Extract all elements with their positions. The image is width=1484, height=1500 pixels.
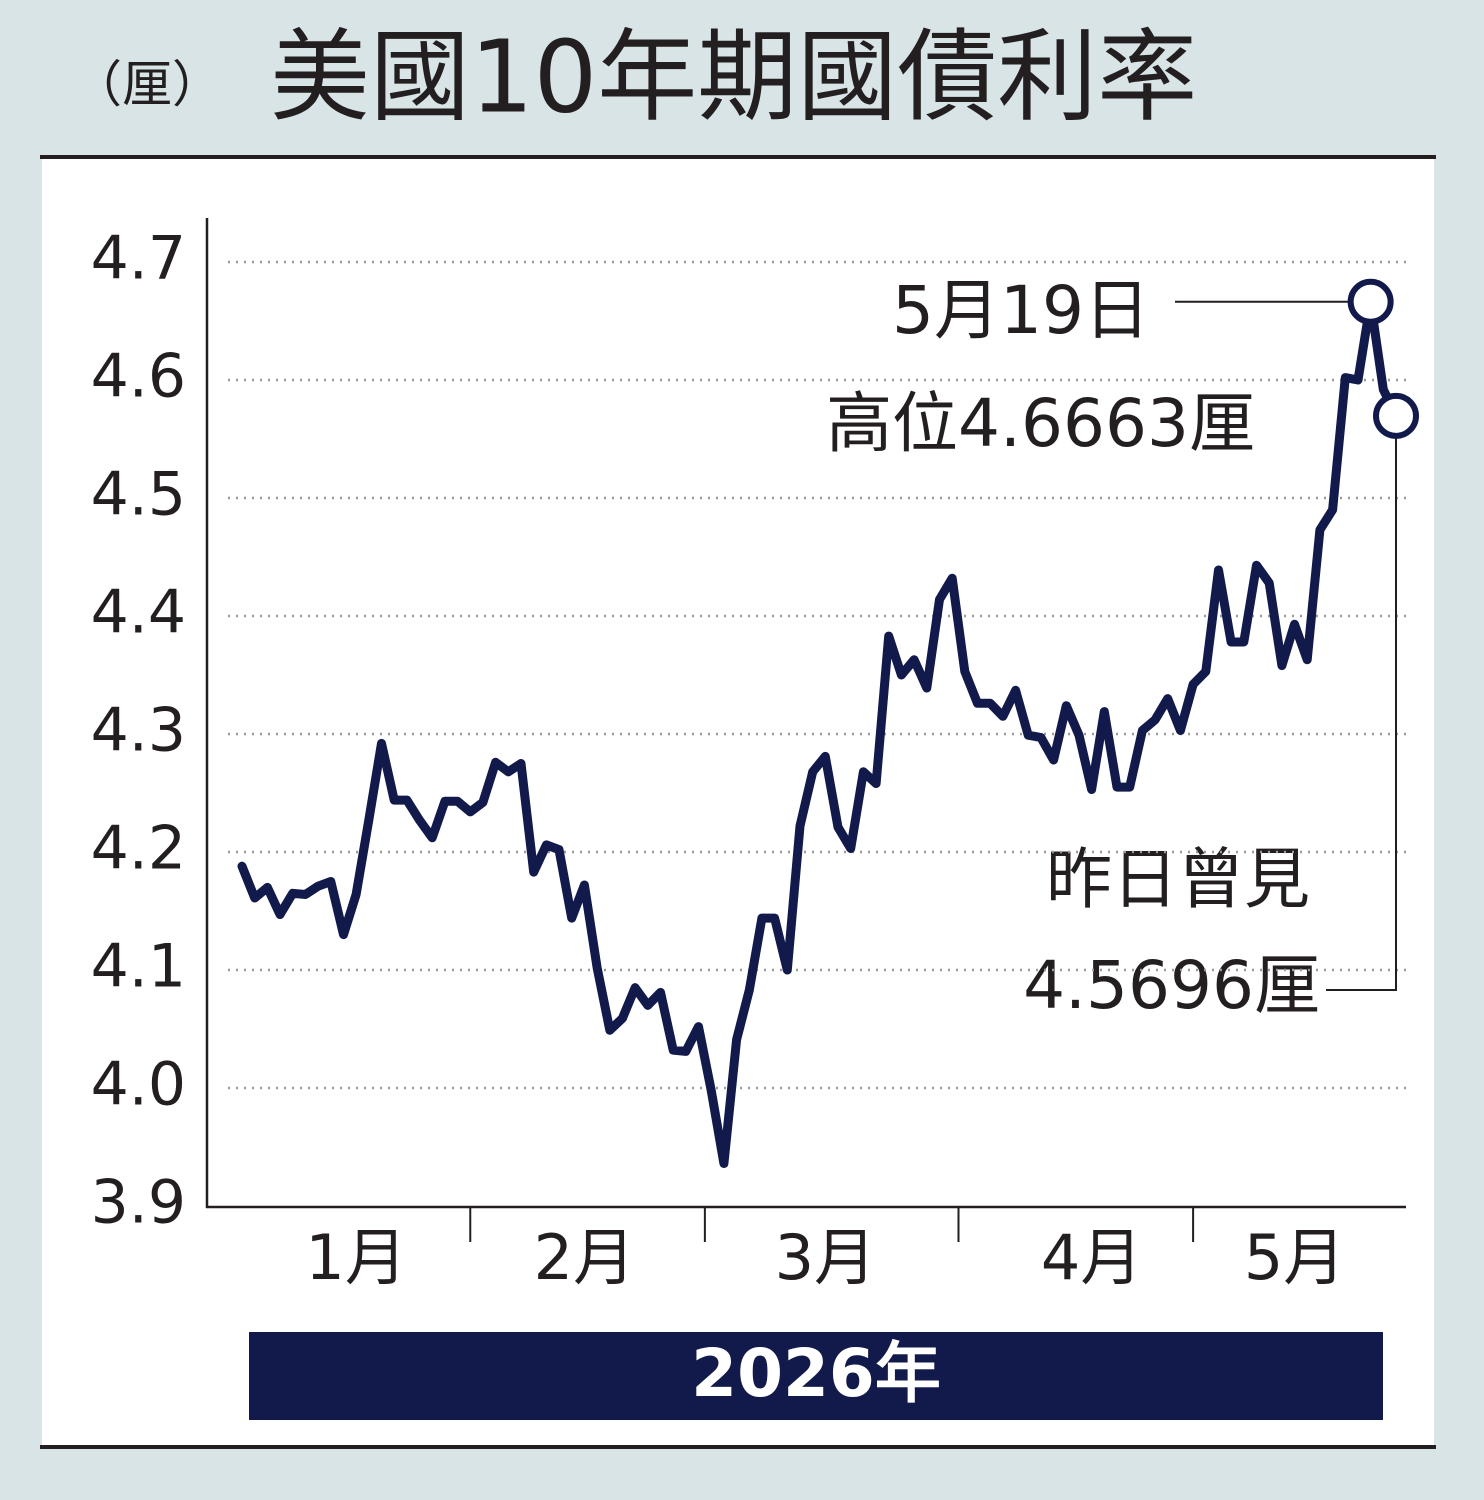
- plot-panel: [42, 158, 1434, 1447]
- x-tick-label: 1月: [305, 1221, 406, 1294]
- y-tick-label: 3.9: [91, 1168, 186, 1238]
- x-tick-label: 2月: [534, 1221, 635, 1294]
- y-tick-label: 4.0: [91, 1050, 186, 1120]
- chart-title: 美國10年期國債利率: [270, 18, 1197, 135]
- highlight-point: [1373, 392, 1419, 439]
- unit-label: （厘）: [72, 56, 222, 114]
- y-tick-label: 4.4: [91, 578, 186, 648]
- x-tick-label: 4月: [1041, 1221, 1142, 1294]
- annotation: 5月19日: [892, 272, 1150, 349]
- data-line: [237, 297, 1401, 1168]
- highlight-point: [1347, 278, 1394, 325]
- y-tick-label: 4.1: [91, 932, 186, 1002]
- y-tick-label: 4.7: [91, 224, 186, 294]
- annotation: 高位4.6663厘: [826, 385, 1255, 462]
- x-tick-label: 3月: [775, 1221, 876, 1294]
- annotation: 4.5696厘: [1023, 947, 1320, 1024]
- y-tick-label: 4.3: [91, 696, 186, 766]
- year-bar: [249, 1332, 1383, 1420]
- y-tick-label: 4.2: [91, 814, 186, 884]
- y-tick-label: 4.5: [91, 460, 186, 530]
- x-tick-label: 5月: [1244, 1221, 1345, 1294]
- y-tick-label: 4.6: [91, 342, 186, 412]
- leader-line: [1326, 437, 1397, 991]
- annotation: 昨日曾見: [1046, 841, 1310, 918]
- x-axis-label: 2026年: [691, 1335, 941, 1412]
